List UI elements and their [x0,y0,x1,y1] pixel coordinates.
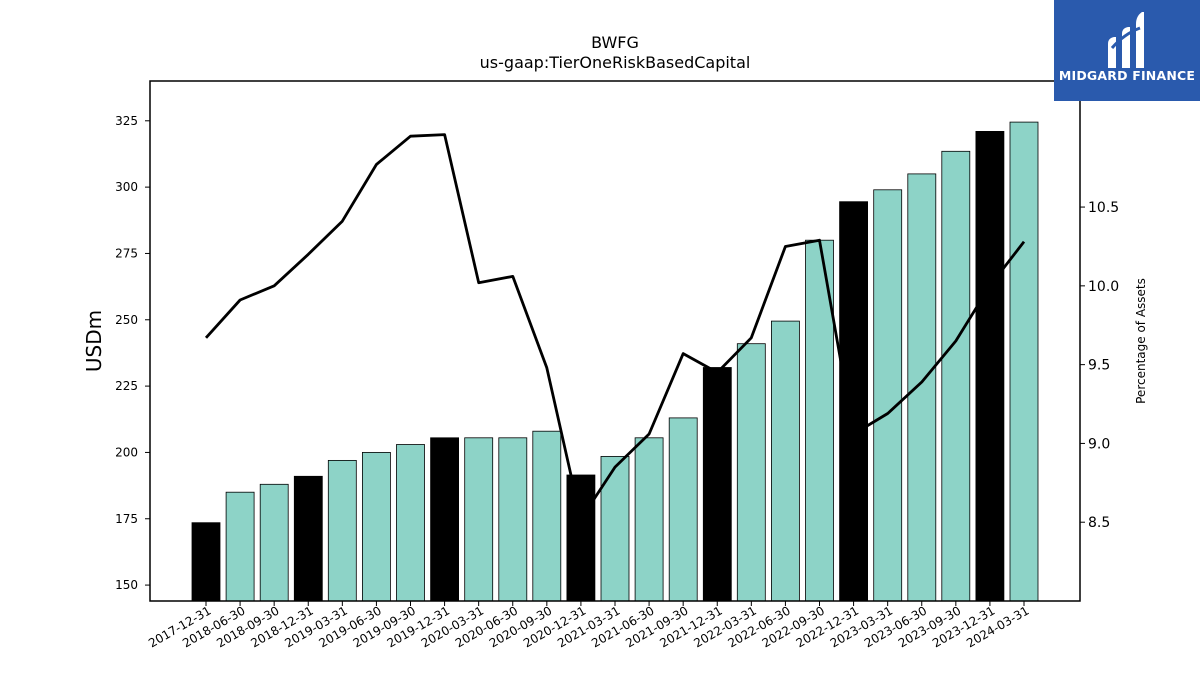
bar [225,491,255,602]
bar [873,189,903,602]
y-axis-label: USDm [82,310,106,372]
y2-tick-label: 9.0 [1088,436,1110,452]
chart-subtitle: us-gaap:TierOneRiskBasedCapital [480,53,751,72]
bar [702,367,732,602]
brand-logo: MIDGARD FINANCE [1054,0,1200,101]
y-tick-label: 150 [115,578,138,592]
bar [736,343,766,602]
x-axis: 2017-12-312018-06-302018-09-302018-12-31… [146,601,1032,650]
bar [430,437,460,602]
bar [634,437,664,602]
y2-tick-label: 10.0 [1088,279,1119,295]
bar [566,474,596,602]
y2-tick-label: 8.5 [1088,515,1110,531]
y-tick-label: 275 [115,246,138,260]
bar [907,173,937,602]
chart-title: BWFG [591,33,639,52]
right-axis: 8.5 9.0 9.5 10.0 10.5 [1080,200,1119,531]
bar [191,522,221,602]
bar [941,150,971,602]
bar [668,417,698,602]
y2-tick-label: 10.5 [1088,200,1119,216]
y2-tick-label: 9.5 [1088,358,1110,374]
midgard-logo-icon [1108,12,1144,68]
bar [327,459,357,602]
bars-group [191,121,1039,602]
logo-text: MIDGARD FINANCE [1058,68,1196,83]
bar [839,201,868,602]
line-series [204,133,1026,521]
y-tick-label: 250 [115,313,138,327]
bar [532,430,562,602]
bar [771,320,800,602]
line-group [204,133,1026,521]
bar [464,437,494,602]
bar [1009,121,1039,602]
bar [975,130,1005,602]
y2-axis-label: Percentage of Assets [1134,278,1148,404]
bar [600,455,630,602]
left-axis: 150 175 200 225 250 275 300 325 [115,114,150,592]
y-tick-label: 325 [115,114,138,128]
bar [396,444,425,602]
y-tick-label: 175 [115,512,138,526]
bar [498,437,528,602]
bar [361,451,391,602]
y-tick-label: 200 [115,445,138,459]
bar [259,483,289,602]
bar [293,475,323,602]
y-tick-label: 225 [115,379,138,393]
y-tick-label: 300 [115,180,138,194]
